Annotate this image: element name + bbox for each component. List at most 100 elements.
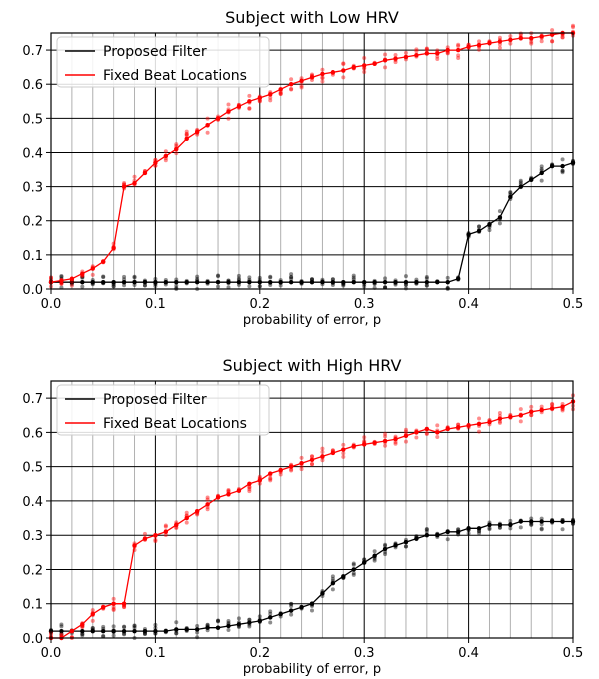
data-point (403, 279, 409, 285)
data-point (163, 529, 169, 534)
data-point (215, 495, 221, 500)
data-point (341, 68, 346, 73)
data-point (549, 32, 555, 37)
data-point (184, 136, 189, 142)
data-point (288, 279, 294, 285)
trial-point (351, 273, 356, 278)
data-point (257, 478, 262, 483)
data-point (153, 628, 158, 634)
data-point (497, 416, 503, 421)
trial-point (362, 438, 367, 443)
x-tick-label: 0.3 (354, 297, 375, 312)
y-tick-label: 0.4 (22, 495, 43, 510)
data-point (497, 39, 503, 44)
data-point (226, 623, 231, 629)
trial-point (278, 92, 283, 97)
data-point (549, 519, 555, 524)
data-point (226, 491, 231, 497)
data-point (330, 450, 336, 456)
y-tick-label: 0.0 (22, 632, 43, 647)
trial-point (320, 446, 325, 451)
trial-point (226, 620, 231, 625)
trial-point (142, 283, 147, 288)
data-point (529, 519, 534, 524)
data-point (508, 194, 513, 200)
trial-point (132, 623, 137, 628)
y-tick-label: 0.7 (22, 392, 43, 407)
trial-point (289, 601, 294, 606)
trial-point (550, 39, 555, 44)
data-point (132, 628, 137, 634)
data-point (257, 95, 262, 101)
trial-point (518, 178, 523, 183)
trial-point (216, 618, 221, 623)
trial-point (435, 48, 440, 53)
data-point (194, 129, 200, 135)
data-point (341, 574, 346, 579)
trial-point (456, 42, 461, 47)
data-point (560, 519, 565, 524)
data-point (194, 627, 200, 632)
trial-point (111, 604, 116, 609)
trial-point (320, 458, 325, 463)
data-point (382, 279, 388, 285)
trial-point (477, 416, 482, 421)
trial-point (101, 274, 106, 279)
trial-point (153, 537, 158, 542)
data-point (320, 71, 325, 77)
trial-point (539, 526, 544, 531)
data-point (80, 271, 85, 276)
x-tick-label: 0.4 (458, 646, 479, 661)
legend-label: Fixed Beat Locations (103, 416, 247, 432)
data-point (247, 99, 252, 104)
trial-point (268, 274, 273, 279)
trial-point (132, 625, 137, 630)
data-point (299, 461, 304, 466)
x-tick-label: 0.5 (563, 297, 584, 312)
trial-point (236, 273, 241, 278)
trial-point (508, 190, 513, 195)
trial-point (424, 283, 429, 288)
trial-point (101, 275, 106, 280)
data-point (466, 44, 471, 49)
trial-point (477, 47, 482, 52)
trial-point (403, 427, 408, 432)
trial-point (122, 283, 127, 288)
trial-point (518, 32, 523, 37)
trial-point (257, 284, 262, 289)
data-point (455, 276, 461, 281)
trial-point (122, 274, 127, 279)
trial-point (445, 537, 450, 542)
data-point (268, 471, 273, 476)
data-point (341, 279, 346, 285)
trial-point (320, 67, 325, 72)
trial-point (362, 284, 367, 289)
trial-point (101, 624, 106, 629)
trial-point (111, 624, 116, 629)
trial-point (184, 131, 189, 136)
trial-point (550, 28, 555, 33)
data-point (549, 163, 555, 169)
data-point (414, 52, 419, 58)
trial-point (487, 526, 492, 531)
trial-point (80, 284, 85, 289)
trial-point (163, 158, 168, 163)
x-tick-label: 0.3 (354, 646, 375, 661)
trial-point (205, 497, 210, 502)
trial-point (477, 531, 482, 536)
trial-point (351, 562, 356, 567)
trial-point (69, 635, 74, 640)
data-point (476, 228, 482, 234)
data-point (121, 279, 127, 285)
trial-point (372, 556, 377, 561)
chart-panel-1: 0.0 0.1 0.2 0.3 0.4 0.5 0.0 0.1 0.2 0.3 0.4 0.5 0.6 0… (22, 8, 583, 328)
data-point (435, 430, 440, 435)
trial-point (560, 527, 565, 532)
data-point (424, 279, 430, 285)
data-point (309, 457, 315, 463)
trial-point (424, 283, 429, 288)
trial-point (142, 531, 147, 536)
trial-point (351, 561, 356, 566)
trial-point (362, 55, 367, 60)
trial-point (132, 275, 137, 280)
